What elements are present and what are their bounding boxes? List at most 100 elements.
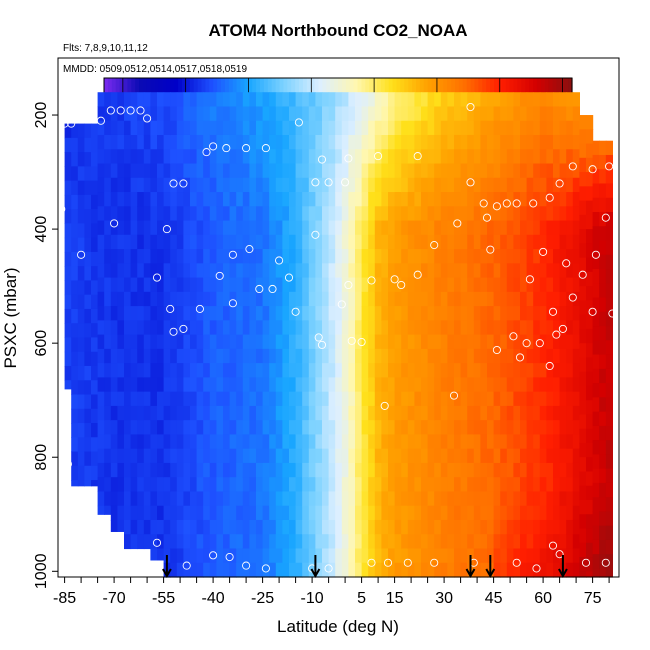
heatmap-cell (302, 363, 310, 378)
heatmap-cell (407, 434, 415, 450)
heatmap-cell (183, 163, 191, 179)
heatmap-cell (262, 306, 270, 321)
heatmap-cell (256, 263, 264, 279)
heatmap-cell (269, 92, 277, 108)
heatmap-cell (579, 257, 587, 273)
heatmap-cell (579, 428, 587, 444)
heatmap-cell (110, 134, 118, 150)
heatmap-cell (282, 120, 290, 136)
heatmap-cell (533, 534, 541, 550)
heatmap-cell (520, 477, 528, 493)
heatmap-cell (183, 348, 191, 364)
heatmap-cell (434, 348, 442, 364)
heatmap-cell (209, 505, 217, 521)
heatmap-cell (137, 277, 145, 293)
observation-point (430, 558, 439, 567)
heatmap-cell (553, 562, 561, 578)
heatmap-cell (493, 106, 501, 122)
flights-note: Flts: 7,8,9,10,11,12 (63, 43, 148, 54)
heatmap-cell (143, 106, 151, 122)
observation-point (555, 179, 564, 188)
heatmap-cell (368, 134, 376, 150)
heatmap-cell (539, 477, 547, 493)
heatmap-cell (539, 234, 547, 250)
heatmap-cell (467, 92, 475, 108)
heatmap-cell (467, 391, 475, 407)
heatmap-cell (388, 334, 396, 350)
heatmap-cell (302, 534, 310, 550)
heatmap-cell (487, 462, 495, 478)
heatmap-cell (275, 420, 283, 436)
heatmap-cell (599, 140, 607, 156)
heatmap-cell (71, 337, 79, 353)
observation-point (261, 144, 270, 153)
heatmap-cell (427, 562, 435, 578)
heatmap-cell (157, 505, 165, 521)
heatmap-cell (335, 363, 343, 378)
heatmap-cell (150, 534, 158, 550)
heatmap-cell (157, 92, 165, 108)
heatmap-cell (572, 106, 580, 122)
heatmap-cell (64, 137, 72, 153)
heatmap-cell (434, 420, 442, 436)
heatmap-cell (533, 120, 541, 136)
heatmap-cell (216, 106, 224, 122)
heatmap-cell (137, 134, 145, 150)
heatmap-cell (493, 134, 501, 150)
heatmap-cell (460, 548, 468, 564)
heatmap-cell (275, 448, 283, 464)
heatmap-cell (566, 477, 574, 493)
heatmap-cell (447, 348, 455, 364)
heatmap-cell (572, 562, 580, 578)
heatmap-cell (414, 377, 422, 393)
heatmap-cell (559, 92, 567, 108)
heatmap-cell (414, 334, 422, 350)
heatmap-cell (447, 477, 455, 493)
heatmap-cell (137, 505, 145, 521)
heatmap-cell (592, 311, 600, 327)
heatmap-cell (401, 405, 409, 421)
heatmap-cell (322, 405, 330, 421)
heatmap-cell (216, 363, 224, 378)
heatmap-cell (295, 120, 303, 136)
heatmap-cell (414, 477, 422, 493)
heatmap-cell (84, 337, 92, 353)
heatmap-cell (150, 519, 158, 535)
heatmap-cell (460, 220, 468, 236)
heatmap-cell (150, 306, 158, 321)
heatmap-cell (77, 480, 85, 487)
heatmap-cell (553, 434, 561, 450)
heatmap-cell (401, 192, 409, 207)
heatmap-cell (493, 448, 501, 464)
heatmap-cell (150, 477, 158, 493)
heatmap-cell (513, 277, 521, 293)
heatmap-cell (150, 348, 158, 364)
heatmap-cell (480, 391, 488, 407)
heatmap-cell (427, 448, 435, 464)
heatmap-cell (388, 163, 396, 179)
heatmap-cell (533, 306, 541, 321)
heatmap-cell (407, 277, 415, 293)
heatmap-cell (124, 220, 132, 236)
heatmap-cell (130, 491, 138, 507)
heatmap-cell (546, 348, 554, 364)
heatmap-cell (91, 323, 99, 339)
heatmap-cell (209, 519, 217, 535)
heatmap-cell (467, 234, 475, 250)
heatmap-cell (143, 134, 151, 150)
heatmap-cell (394, 491, 402, 507)
heatmap-cell (526, 163, 534, 179)
observation-point (255, 284, 264, 294)
heatmap-cell (104, 92, 112, 108)
heatmap-cell (322, 477, 330, 493)
heatmap-cell (71, 137, 79, 153)
heatmap-cell (368, 477, 376, 493)
heatmap-cell (236, 163, 244, 179)
heatmap-cell (605, 197, 613, 213)
observation-point (397, 280, 406, 290)
heatmap-cell (480, 519, 488, 535)
heatmap-cell (163, 519, 171, 535)
heatmap-cell (493, 163, 501, 179)
heatmap-cell (586, 229, 594, 244)
heatmap-cell (586, 300, 594, 316)
